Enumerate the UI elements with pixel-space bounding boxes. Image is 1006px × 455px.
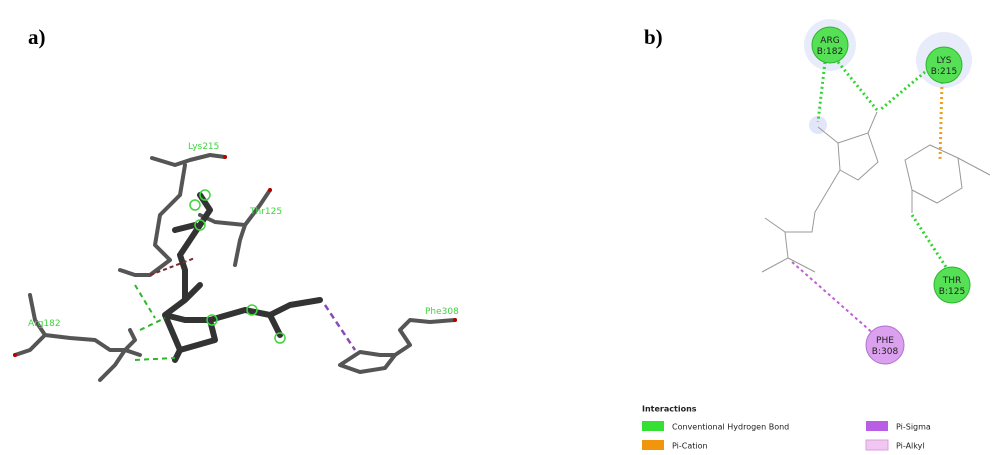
residue-name: THR — [942, 276, 962, 286]
figure: a) Lys215 Thr125 Arg182 Phe308 b) — [0, 0, 1006, 455]
legend-swatch — [866, 440, 888, 450]
residue-chain: B:125 — [939, 287, 965, 297]
legend-swatch — [642, 440, 664, 450]
residue-chain: B:308 — [872, 347, 899, 357]
residue-label: Phe308 — [425, 307, 459, 317]
residue-label: Lys215 — [188, 142, 219, 152]
panel-label: a) — [28, 25, 46, 49]
legend-title: Interactions — [642, 405, 697, 414]
residue-name: ARG — [820, 36, 839, 46]
panel-label: b) — [644, 25, 663, 49]
legend: Interactions Conventional Hydrogen Bond … — [642, 405, 931, 451]
legend-item: Pi-Sigma — [896, 423, 931, 432]
residue-label: Arg182 — [28, 319, 61, 329]
residue-name: LYS — [936, 56, 951, 66]
residue-chain: B:215 — [931, 67, 957, 77]
legend-item: Conventional Hydrogen Bond — [672, 423, 789, 432]
residue-name: PHE — [876, 336, 894, 346]
3d-structure — [13, 155, 457, 380]
residue-chain: B:182 — [817, 47, 843, 57]
residue-label: Thr125 — [249, 207, 282, 217]
legend-item: Pi-Cation — [672, 442, 708, 451]
legend-swatch — [866, 421, 888, 431]
legend-swatch — [642, 421, 664, 431]
legend-item: Pi-Alkyl — [896, 442, 925, 451]
